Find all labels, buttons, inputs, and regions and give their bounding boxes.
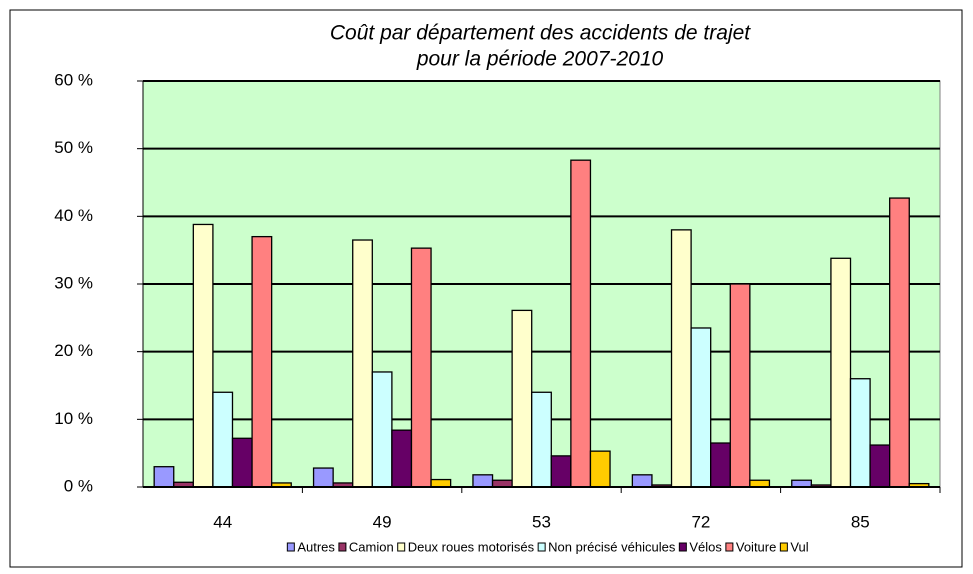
legend-label: Autres: [297, 539, 335, 554]
y-tick-label: 30 %: [54, 273, 93, 292]
legend-swatch: [779, 542, 788, 552]
bar: [410, 247, 432, 488]
y-tick-label: 0 %: [64, 476, 93, 495]
legend-swatch: [725, 542, 734, 552]
bar: [550, 455, 572, 488]
legend-swatch: [678, 542, 687, 552]
bar: [212, 391, 234, 488]
bar: [491, 479, 513, 488]
bar: [849, 378, 871, 488]
bar: [869, 444, 891, 488]
legend-swatch: [397, 542, 406, 552]
legend-label: Camion: [349, 539, 394, 554]
bar: [670, 229, 692, 488]
bar: [352, 239, 373, 488]
bar: [371, 371, 393, 488]
bar: [153, 466, 175, 488]
legend-swatch: [537, 542, 546, 552]
bar: [391, 429, 413, 488]
x-tick-label: 49: [373, 512, 392, 531]
y-tick-label: 10 %: [54, 409, 93, 428]
x-tick-label: 44: [213, 512, 232, 531]
chart-title: Coût par département des accidents de tr…: [330, 22, 751, 45]
y-tick-label: 60 %: [54, 70, 93, 89]
chart-title: pour la période 2007-2010: [416, 48, 664, 71]
y-tick-label: 40 %: [54, 206, 93, 225]
bar: [192, 223, 214, 488]
y-tick-label: 50 %: [54, 138, 93, 157]
x-tick-label: 53: [532, 512, 551, 531]
bar: [531, 391, 552, 488]
bar: [749, 479, 771, 488]
legend-label: Non précisé véhicules: [548, 539, 676, 554]
bar: [791, 479, 812, 488]
bar: [631, 474, 653, 488]
legend-label: Vul: [790, 539, 808, 554]
legend-label: Voiture: [736, 539, 776, 554]
bar: [472, 474, 494, 488]
bar: [729, 283, 751, 488]
bar: [251, 235, 273, 488]
legend-label: Deux roues motorisés: [408, 539, 535, 554]
y-tick-label: 20 %: [54, 341, 93, 360]
bar: [511, 309, 533, 488]
bar: [889, 197, 910, 488]
x-tick-label: 72: [691, 512, 710, 531]
bar: [570, 159, 592, 488]
bar: [312, 467, 334, 488]
x-tick-label: 85: [851, 512, 870, 531]
legend-swatch: [286, 542, 295, 552]
bar: [589, 450, 611, 488]
bar: [690, 327, 712, 488]
bar: [430, 478, 452, 488]
bar: [710, 442, 731, 488]
bar: [830, 257, 852, 488]
legend-swatch: [338, 542, 347, 552]
legend-label: Vélos: [689, 539, 722, 554]
bar: [231, 437, 253, 488]
